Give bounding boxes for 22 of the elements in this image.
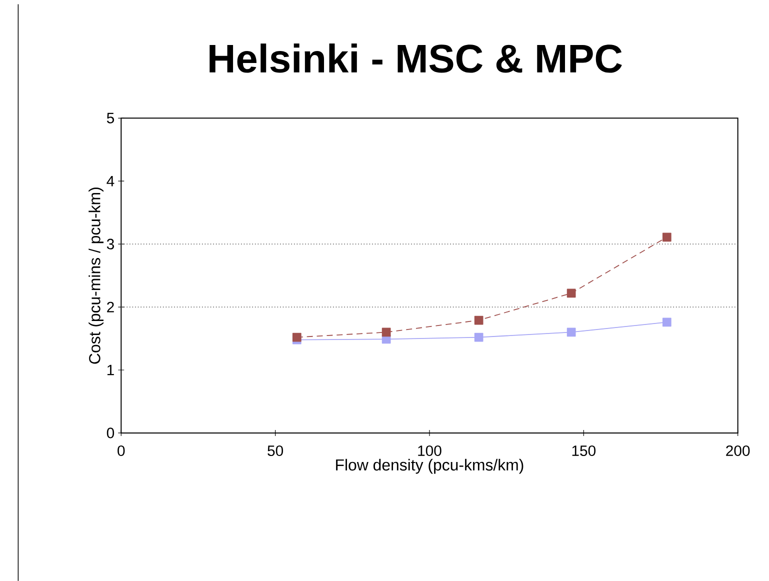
y-axis-title: Cost (pcu-mins / pcu-km) (88, 187, 104, 364)
x-axis-title: Flow density (pcu-kms/km) (336, 458, 524, 474)
point (292, 332, 302, 342)
point (566, 288, 576, 298)
y-tick-label: 4 (106, 176, 114, 186)
point (662, 318, 672, 326)
y-tick-label: 2 (107, 302, 114, 312)
y-tick-label: 0 (106, 428, 114, 438)
point (474, 316, 484, 325)
point (382, 328, 391, 337)
x-tick-label: 150 (572, 445, 596, 456)
y-tick-label: 5 (106, 112, 114, 124)
x-tick-label: 0 (118, 445, 125, 456)
point (474, 332, 484, 342)
point (662, 232, 672, 242)
y-tick-label: 1 (107, 364, 114, 376)
y-tick-label: 3 (106, 238, 114, 250)
x-tick-label: 50 (268, 445, 284, 456)
x-tick-label: 100 (418, 445, 442, 456)
chart-title: Helsinki - MSC & MPC (210, 43, 622, 73)
point (566, 328, 576, 337)
x-tick-label: 200 (726, 445, 750, 456)
